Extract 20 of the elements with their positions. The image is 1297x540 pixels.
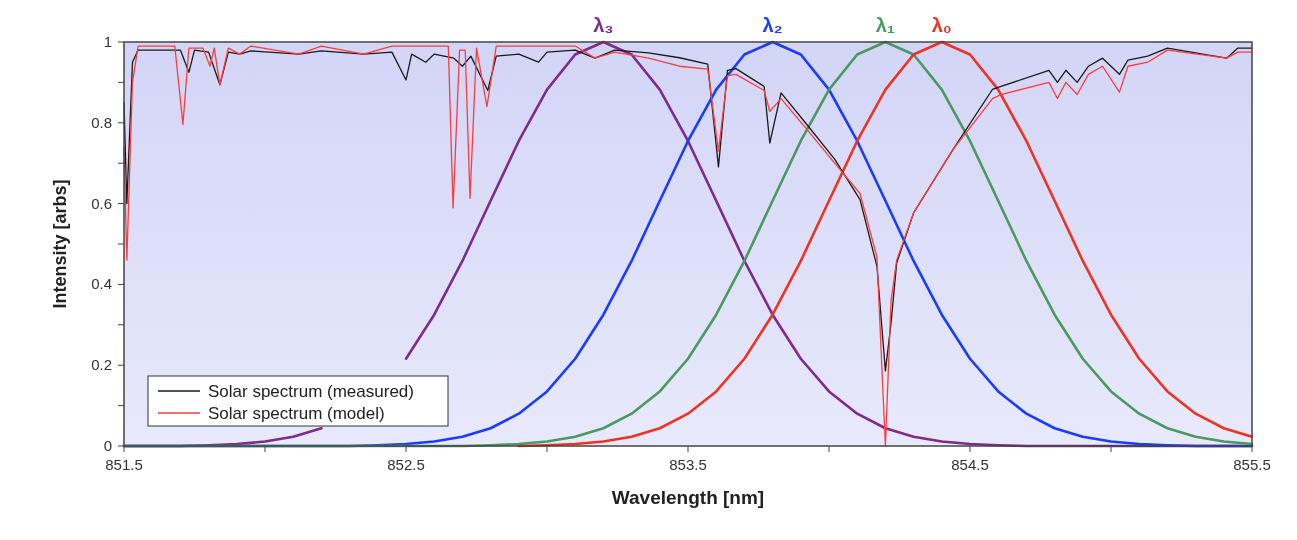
annotation: λ₀ [931, 14, 952, 36]
x-tick-label: 855.5 [1233, 456, 1271, 473]
y-tick-label: 0.6 [91, 194, 112, 212]
annotation: λ₁ [875, 14, 896, 36]
y-tick-label: 0.4 [91, 275, 112, 293]
y-tick-label: 0.2 [91, 356, 112, 374]
line-series [123, 47, 1253, 372]
y-tick-label: 0.8 [91, 113, 112, 131]
annotation: λ₂ [762, 14, 783, 36]
legend-label: Solar spectrum (measured) [208, 382, 414, 401]
y-tick-label: 1 [103, 33, 112, 50]
x-tick-label: 852.5 [387, 456, 425, 473]
x-tick-label: 853.5 [669, 456, 707, 473]
y-axis-title: Intensity [arbs] [50, 179, 70, 309]
x-tick-label: 854.5 [951, 456, 989, 473]
y-tick-label: 0 [103, 437, 112, 454]
annotation: λ₃ [593, 14, 614, 36]
x-axis-title: Wavelength [nm] [611, 487, 765, 508]
legend-label: Solar spectrum (model) [208, 404, 385, 423]
x-tick-label: 851.5 [105, 456, 143, 473]
